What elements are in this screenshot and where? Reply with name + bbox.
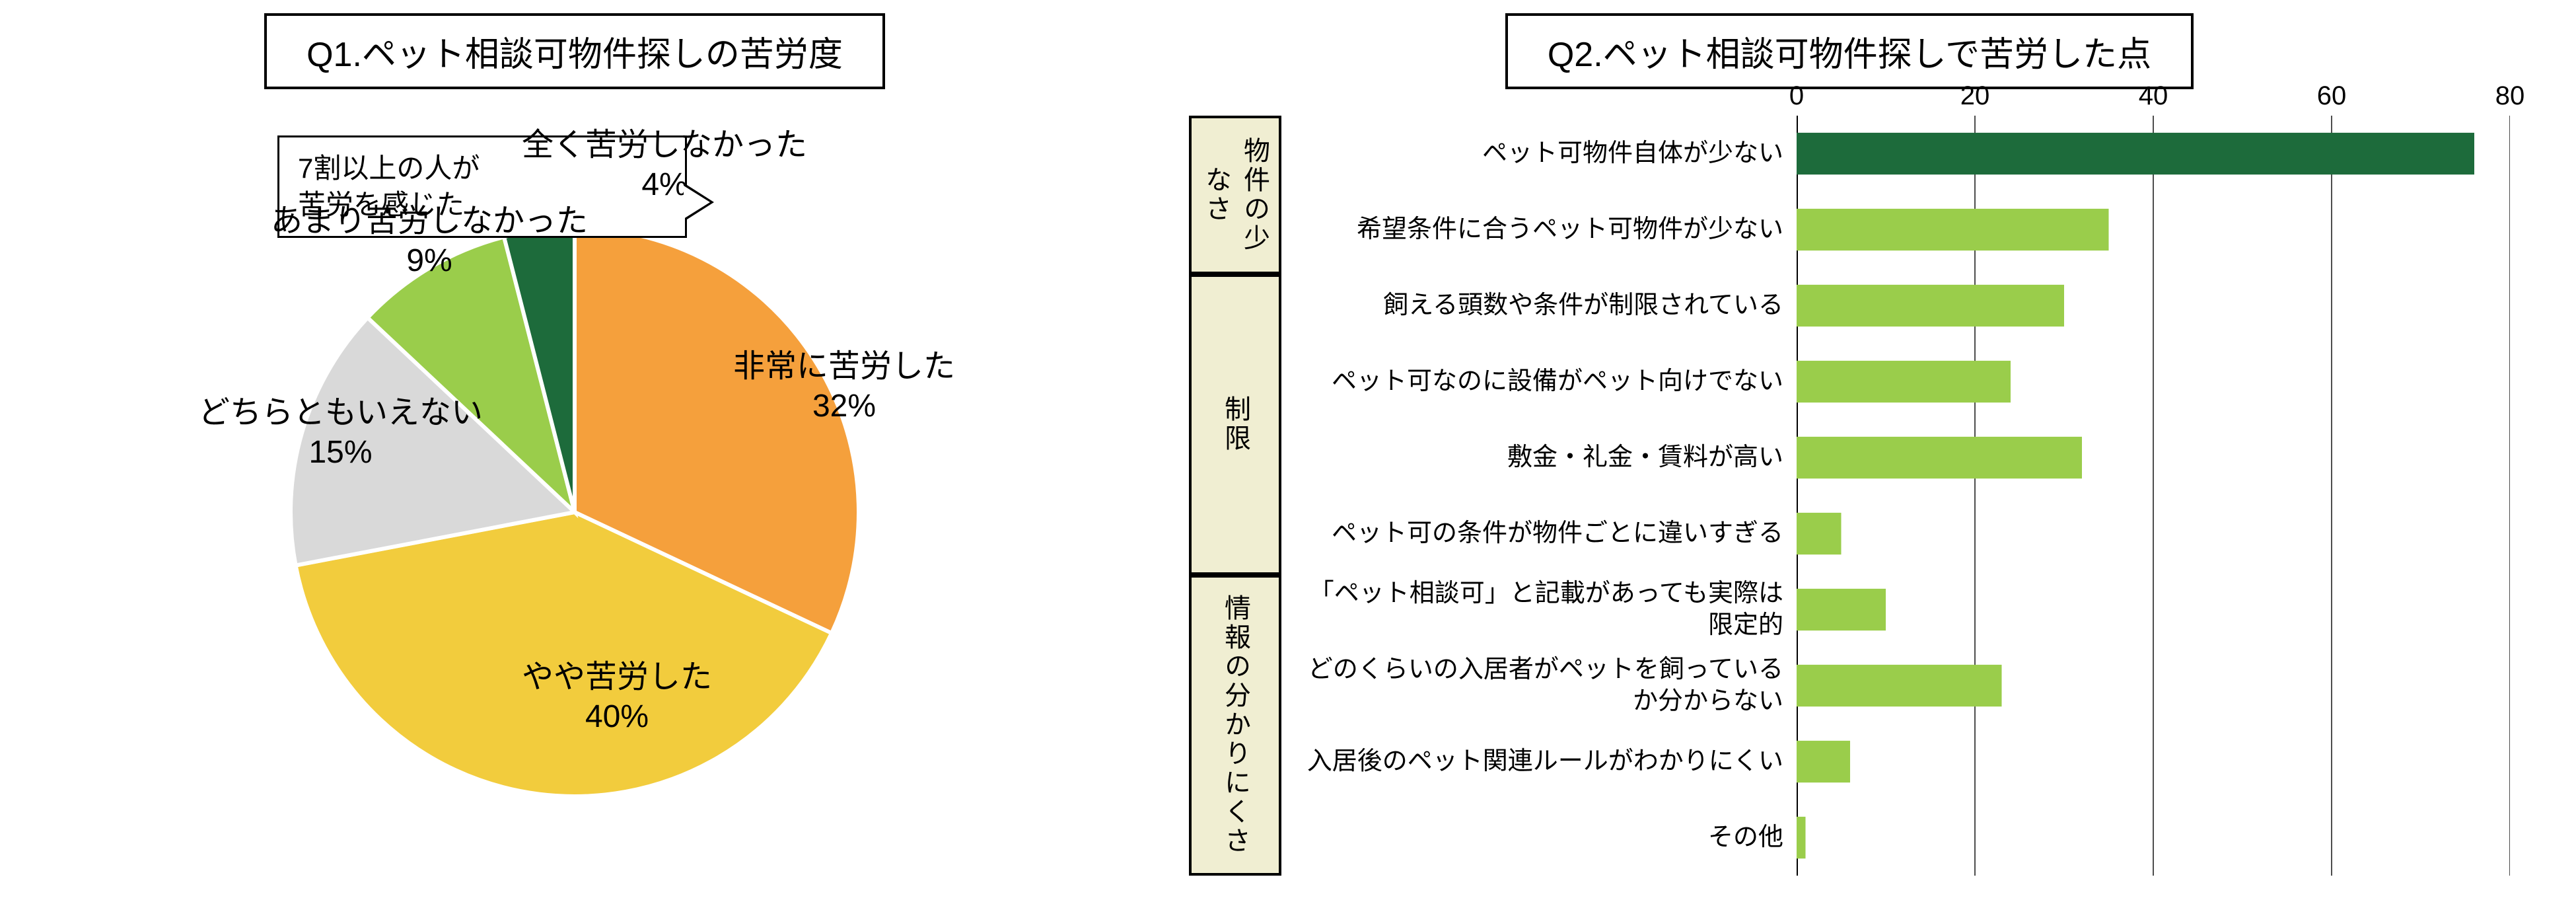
bar-chart: 物件の少なさ制限情報の分かりにくさ ペット可物件自体が少ない希望条件に合うペット… <box>1189 116 2510 876</box>
bar <box>1797 361 2011 402</box>
pie-slice-label: どちらともいえない15% <box>198 393 483 473</box>
pie-chart: 7割以上の人が 苦労を感じた 非常に苦労した32%やや苦労した40%どちらともい… <box>211 116 938 843</box>
bar <box>1797 665 2002 706</box>
q1-title: Q1.ペット相談可物件探しの苦労度 <box>264 13 885 89</box>
bar-label: ペット可なのに設備がペット向けでない <box>1281 344 1797 420</box>
bar <box>1797 437 2082 478</box>
bars-svg <box>1797 116 2510 876</box>
bar-label: 入居後のペット関連ルールがわかりにくい <box>1281 724 1797 800</box>
x-tick-label: 40 <box>2139 81 2168 111</box>
bar-labels-col: ペット可物件自体が少ない希望条件に合うペット可物件が少ない飼える頭数や条件が制限… <box>1281 116 1797 876</box>
bar-plot-area: 020406080 <box>1797 116 2510 876</box>
bar-groups-col: 物件の少なさ制限情報の分かりにくさ <box>1189 116 1281 876</box>
x-tick-label: 20 <box>1960 81 1990 111</box>
pie-slice-label: あまり苦労しなかった9% <box>271 202 588 281</box>
bar-group-label: 物件の少なさ <box>1189 116 1281 274</box>
bar-label: 「ペット相談可」と記載があっても実際は限定的 <box>1281 572 1797 648</box>
bar-label: ペット可の条件が物件ごとに違いすぎる <box>1281 496 1797 572</box>
bar <box>1797 285 2064 326</box>
bar <box>1797 741 1850 782</box>
bar-label: どのくらいの入居者がペットを飼っているか分からない <box>1281 648 1797 724</box>
pie-slice-label: 全く苦労しなかった4% <box>522 126 807 205</box>
bar <box>1797 589 1886 630</box>
bar-label: 希望条件に合うペット可物件が少ない <box>1281 192 1797 268</box>
bar-label: その他 <box>1281 800 1797 876</box>
bar-group-label: 情報の分かりにくさ <box>1189 575 1281 876</box>
bar <box>1797 209 2109 250</box>
q1-panel: Q1.ペット相談可物件探しの苦労度 7割以上の人が 苦労を感じた 非常に苦労した… <box>13 13 1136 897</box>
bar <box>1797 513 1842 554</box>
bar <box>1797 133 2474 174</box>
bar-label: 敷金・礼金・賃料が高い <box>1281 420 1797 496</box>
bar-label: 飼える頭数や条件が制限されている <box>1281 268 1797 344</box>
bar <box>1797 817 1806 858</box>
q2-panel: Q2.ペット相談可物件探しで苦労した点 物件の少なさ制限情報の分かりにくさ ペッ… <box>1189 13 2510 897</box>
q2-title: Q2.ペット相談可物件探しで苦労した点 <box>1505 13 2194 89</box>
pie-slice-label: 非常に苦労した32% <box>733 347 955 426</box>
x-tick-label: 80 <box>2495 81 2525 111</box>
x-tick-label: 0 <box>1789 81 1804 111</box>
pie-slice-label: やや苦労した40% <box>522 658 712 737</box>
bar-group-label: 制限 <box>1189 274 1281 575</box>
bar-label: ペット可物件自体が少ない <box>1281 116 1797 192</box>
x-tick-label: 60 <box>2317 81 2347 111</box>
